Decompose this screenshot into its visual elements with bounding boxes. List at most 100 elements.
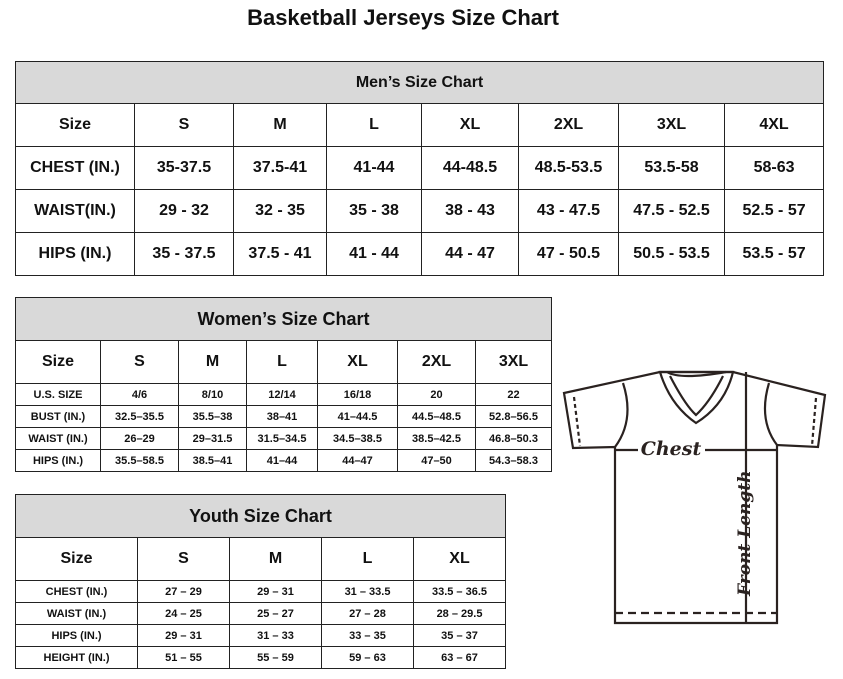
table-cell: 52.8–56.5 — [474, 405, 553, 428]
table-cell: 53.5 - 57 — [723, 232, 825, 276]
column-header: M — [233, 103, 327, 147]
column-header: M — [178, 340, 247, 384]
row-label: HIPS (IN.) — [15, 624, 138, 647]
table-cell: 63 – 67 — [412, 646, 507, 669]
table-cell: 35-37.5 — [134, 146, 234, 190]
row-label: HIPS (IN.) — [15, 449, 101, 472]
table-cell: 32.5–35.5 — [100, 405, 179, 428]
jersey-diagram: Chest Front Length — [562, 370, 827, 625]
row-label: HIPS (IN.) — [15, 232, 135, 276]
table-row: WAIST (IN.) 26–29 29–31.5 31.5–34.5 34.5–38.… — [15, 427, 553, 450]
table-cell: 12/14 — [246, 383, 318, 406]
table-cell: 41–44 — [246, 449, 318, 472]
table-cell: 35 – 37 — [412, 624, 507, 647]
table-cell: 38.5–41 — [178, 449, 247, 472]
page-title: Basketball Jerseys Size Chart — [247, 5, 559, 30]
table-cell: 35.5–38 — [178, 405, 247, 428]
table-cell: 25 – 27 — [229, 602, 322, 625]
column-header: XL — [412, 537, 507, 581]
table-cell: 33 – 35 — [321, 624, 414, 647]
table-cell: 53.5-58 — [618, 146, 725, 190]
table-cell: 58-63 — [723, 146, 825, 190]
table-cell: 27 – 29 — [137, 580, 230, 603]
header-row: Size S M L XL — [15, 537, 507, 581]
column-header: L — [326, 103, 422, 147]
table-cell: 16/18 — [317, 383, 398, 406]
table-cell: 59 – 63 — [321, 646, 414, 669]
table-cell: 37.5 - 41 — [233, 232, 327, 276]
table-row: WAIST(IN.) 29 - 32 32 - 35 35 - 38 38 - 43 43… — [15, 189, 825, 233]
column-header: 4XL — [723, 103, 825, 147]
mens-size-table: Men’s Size Chart Size S M L XL 2XL 3XL 4XL CHEST … — [14, 61, 825, 276]
table-cell: 24 – 25 — [137, 602, 230, 625]
table-cell: 44 - 47 — [421, 232, 519, 276]
row-label: WAIST (IN.) — [15, 427, 101, 450]
column-header: S — [137, 537, 230, 581]
table-row: HEIGHT (IN.) 51 – 55 55 – 59 59 – 63 63 – 67 — [15, 646, 507, 669]
column-header: 2XL — [518, 103, 619, 147]
table-cell: 32 - 35 — [233, 189, 327, 233]
table-cell: 44–47 — [317, 449, 398, 472]
table-cell: 46.8–50.3 — [474, 427, 553, 450]
row-label: U.S. SIZE — [15, 383, 101, 406]
table-cell: 35 - 37.5 — [134, 232, 234, 276]
table-cell: 44.5–48.5 — [397, 405, 476, 428]
table-row: HIPS (IN.) 29 – 31 31 – 33 33 – 35 35 – 37 — [15, 624, 507, 647]
table-cell: 20 — [397, 383, 476, 406]
table-cell: 34.5–38.5 — [317, 427, 398, 450]
column-header: XL — [421, 103, 519, 147]
table-cell: 50.5 - 53.5 — [618, 232, 725, 276]
men-chart-title: Men’s Size Chart — [14, 61, 825, 104]
chest-label: Chest — [641, 438, 702, 460]
table-cell: 29 – 31 — [229, 580, 322, 603]
column-header: 3XL — [474, 340, 553, 384]
table-cell: 41–44.5 — [317, 405, 398, 428]
table-cell: 51 – 55 — [137, 646, 230, 669]
table-cell: 38–41 — [246, 405, 318, 428]
column-header: S — [134, 103, 234, 147]
table-cell: 31.5–34.5 — [246, 427, 318, 450]
column-header: XL — [317, 340, 398, 384]
column-header: Size — [15, 537, 138, 581]
row-label: CHEST (IN.) — [15, 580, 138, 603]
table-cell: 52.5 - 57 — [723, 189, 825, 233]
table-cell: 41 - 44 — [326, 232, 422, 276]
row-label: BUST (IN.) — [15, 405, 101, 428]
table-cell: 47.5 - 52.5 — [618, 189, 725, 233]
womens-size-table: Women’s Size Chart Size S M L XL 2XL 3XL U.S. SI… — [14, 297, 553, 472]
youth-chart-title: Youth Size Chart — [14, 494, 507, 538]
table-cell: 31 – 33.5 — [321, 580, 414, 603]
youth-size-table: Youth Size Chart Size S M L XL CHEST (IN.) 27 –… — [14, 494, 507, 669]
table-cell: 55 – 59 — [229, 646, 322, 669]
table-cell: 48.5-53.5 — [518, 146, 619, 190]
row-label: CHEST (IN.) — [15, 146, 135, 190]
header-row: Size S M L XL 2XL 3XL — [15, 340, 553, 384]
table-row: BUST (IN.) 32.5–35.5 35.5–38 38–41 41–44.5 44… — [15, 405, 553, 428]
table-cell: 27 – 28 — [321, 602, 414, 625]
column-header: M — [229, 537, 322, 581]
table-cell: 26–29 — [100, 427, 179, 450]
table-cell: 41-44 — [326, 146, 422, 190]
column-header: Size — [15, 340, 101, 384]
column-header: L — [246, 340, 318, 384]
table-cell: 54.3–58.3 — [474, 449, 553, 472]
table-cell: 28 – 29.5 — [412, 602, 507, 625]
table-cell: 35.5–58.5 — [100, 449, 179, 472]
table-cell: 43 - 47.5 — [518, 189, 619, 233]
table-cell: 31 – 33 — [229, 624, 322, 647]
column-header: 2XL — [397, 340, 476, 384]
table-cell: 37.5-41 — [233, 146, 327, 190]
table-cell: 29 - 32 — [134, 189, 234, 233]
women-chart-title: Women’s Size Chart — [14, 297, 553, 341]
table-cell: 33.5 – 36.5 — [412, 580, 507, 603]
table-cell: 38 - 43 — [421, 189, 519, 233]
table-cell: 29–31.5 — [178, 427, 247, 450]
table-row: WAIST (IN.) 24 – 25 25 – 27 27 – 28 28 – 29.… — [15, 602, 507, 625]
table-cell: 38.5–42.5 — [397, 427, 476, 450]
row-label: WAIST(IN.) — [15, 189, 135, 233]
table-row: CHEST (IN.) 27 – 29 29 – 31 31 – 33.5 33.5 –… — [15, 580, 507, 603]
column-header: S — [100, 340, 179, 384]
column-header: L — [321, 537, 414, 581]
table-cell: 22 — [474, 383, 553, 406]
front-length-label: Front Length — [735, 471, 755, 597]
